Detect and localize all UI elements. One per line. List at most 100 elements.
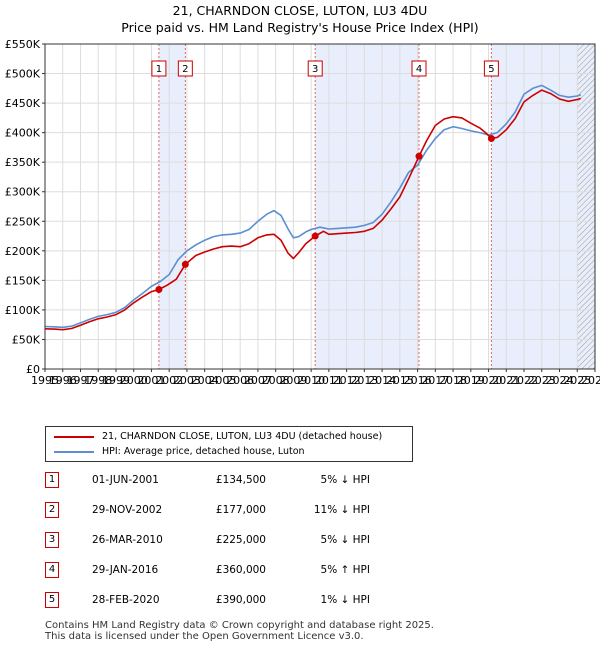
x-tick-label: 2017	[421, 374, 449, 387]
y-tick-label: £500K	[5, 68, 41, 81]
sale-number: 4	[45, 562, 59, 578]
x-tick-label: 2024	[546, 374, 574, 387]
sale-label-box	[177, 60, 193, 77]
sale-label-box	[411, 60, 427, 77]
hpi-series-line	[44, 84, 582, 329]
x-tick-label: 2026	[581, 374, 600, 387]
sale-point	[155, 286, 163, 294]
sale-label: 2	[182, 64, 188, 75]
sale-period-shade	[315, 44, 419, 369]
legend-swatch-property	[54, 435, 94, 438]
y-tick-label: £550K	[5, 38, 41, 51]
title-line-2: Price paid vs. HM Land Registry's House …	[121, 20, 479, 35]
sale-date: 29-JAN-2016	[92, 564, 159, 576]
x-tick-label: 2023	[528, 374, 556, 387]
sale-label-box	[483, 60, 499, 77]
sale-price: £225,000	[215, 534, 266, 546]
x-tick-label: 2021	[492, 374, 520, 387]
x-tick-label: 2003	[173, 374, 201, 387]
legend-swatch-hpi	[54, 450, 94, 453]
x-tick-label: 2001	[137, 374, 165, 387]
x-tick-label: 2014	[368, 374, 396, 387]
table-row: 2 29-NOV-2002 £177,000 11% ↓ HPI	[0, 496, 600, 520]
x-tick-label: 2002	[155, 374, 183, 387]
x-tick-label: 1997	[66, 374, 94, 387]
x-tick-label: 2009	[279, 374, 307, 387]
sale-number: 3	[45, 532, 59, 548]
x-tick-label: 2004	[191, 374, 219, 387]
forecast-hatch	[577, 44, 595, 369]
sale-price: £134,500	[215, 474, 266, 486]
x-tick-label: 1996	[49, 374, 77, 387]
x-tick-label: 2006	[226, 374, 254, 387]
x-tick-label: 2015	[386, 374, 414, 387]
sale-label: 5	[488, 64, 494, 75]
legend-item-property: 21, CHARNDON CLOSE, LUTON, LU3 4DU (deta…	[54, 430, 382, 444]
sale-point	[415, 152, 423, 160]
table-row: 4 29-JAN-2016 £360,000 5% ↑ HPI	[0, 556, 600, 580]
footer: Contains HM Land Registry data © Crown c…	[45, 620, 434, 642]
x-tick-label: 2000	[120, 374, 148, 387]
x-tick-label: 2007	[244, 374, 272, 387]
x-tick-label: 1998	[84, 374, 112, 387]
sale-label: 4	[416, 64, 422, 75]
y-tick-label: £300K	[5, 186, 41, 199]
sale-price: £177,000	[215, 504, 266, 516]
x-tick-label: 2025	[563, 374, 591, 387]
sale-hpi-diff: 1% ↓ HPI	[320, 594, 370, 606]
sale-label: 3	[312, 64, 318, 75]
sale-point	[487, 135, 495, 143]
legend: 21, CHARNDON CLOSE, LUTON, LU3 4DU (deta…	[45, 426, 413, 462]
y-tick-label: £200K	[5, 245, 41, 258]
y-tick-label: £350K	[5, 156, 41, 169]
y-tick-label: £400K	[5, 127, 41, 140]
plot-frame	[44, 43, 596, 370]
sale-price: £390,000	[215, 594, 266, 606]
x-tick-label: 2012	[333, 374, 361, 387]
legend-label-hpi: HPI: Average price, detached house, Luto…	[102, 446, 305, 457]
x-tick-label: 2010	[297, 374, 325, 387]
title-line-1: 21, CHARNDON CLOSE, LUTON, LU3 4DU	[172, 3, 428, 18]
sale-number: 1	[45, 472, 59, 488]
x-tick-label: 2020	[475, 374, 503, 387]
y-tick-label: £250K	[5, 215, 41, 228]
price-chart: 1 2 3 4 5 £0 £50K £100K £150K £200K £250K £300K £35…	[5, 38, 600, 387]
sale-date: 01-JUN-2001	[92, 474, 159, 486]
sale-label-box	[307, 60, 323, 77]
y-tick-label: £450K	[5, 97, 41, 110]
y-tick-label: £100K	[5, 304, 41, 317]
legend-item-hpi: HPI: Average price, detached house, Luto…	[54, 445, 305, 459]
sale-hpi-diff: 5% ↓ HPI	[320, 474, 370, 486]
sale-price: £360,000	[215, 564, 266, 576]
y-tick-label: £0	[26, 363, 40, 376]
x-tick-label: 2008	[262, 374, 290, 387]
sale-point	[181, 260, 189, 268]
sale-number: 2	[45, 502, 59, 518]
table-row: 5 28-FEB-2020 £390,000 1% ↓ HPI	[0, 586, 600, 610]
sale-date: 28-FEB-2020	[92, 594, 160, 606]
x-tick-label: 2019	[457, 374, 485, 387]
sale-hpi-diff: 11% ↓ HPI	[313, 504, 370, 516]
sale-hpi-diff: 5% ↑ HPI	[320, 564, 370, 576]
sale-number: 5	[45, 592, 59, 608]
footer-line-2: This data is licensed under the Open Gov…	[45, 631, 364, 642]
x-tick-label: 2011	[315, 374, 343, 387]
x-tick-label: 2005	[208, 374, 236, 387]
x-tick-label: 2018	[439, 374, 467, 387]
sale-date: 29-NOV-2002	[92, 504, 163, 516]
sale-label: 1	[156, 64, 162, 75]
x-tick-label: 2016	[404, 374, 432, 387]
footer-line-1: Contains HM Land Registry data © Crown c…	[45, 620, 434, 631]
sale-date: 26-MAR-2010	[92, 534, 163, 546]
table-row: 1 01-JUN-2001 £134,500 5% ↓ HPI	[0, 466, 600, 490]
sale-hpi-diff: 5% ↓ HPI	[320, 534, 370, 546]
sale-point	[311, 232, 319, 240]
y-tick-label: £150K	[5, 274, 41, 287]
x-tick-label: 2013	[350, 374, 378, 387]
chart-title: 21, CHARNDON CLOSE, LUTON, LU3 4DU Price…	[0, 2, 600, 36]
x-tick-label: 1999	[102, 374, 130, 387]
y-tick-label: £50K	[12, 333, 41, 346]
sale-period-shade	[158, 44, 186, 369]
x-tick-label: 1995	[31, 374, 59, 387]
table-row: 3 26-MAR-2010 £225,000 5% ↓ HPI	[0, 526, 600, 550]
